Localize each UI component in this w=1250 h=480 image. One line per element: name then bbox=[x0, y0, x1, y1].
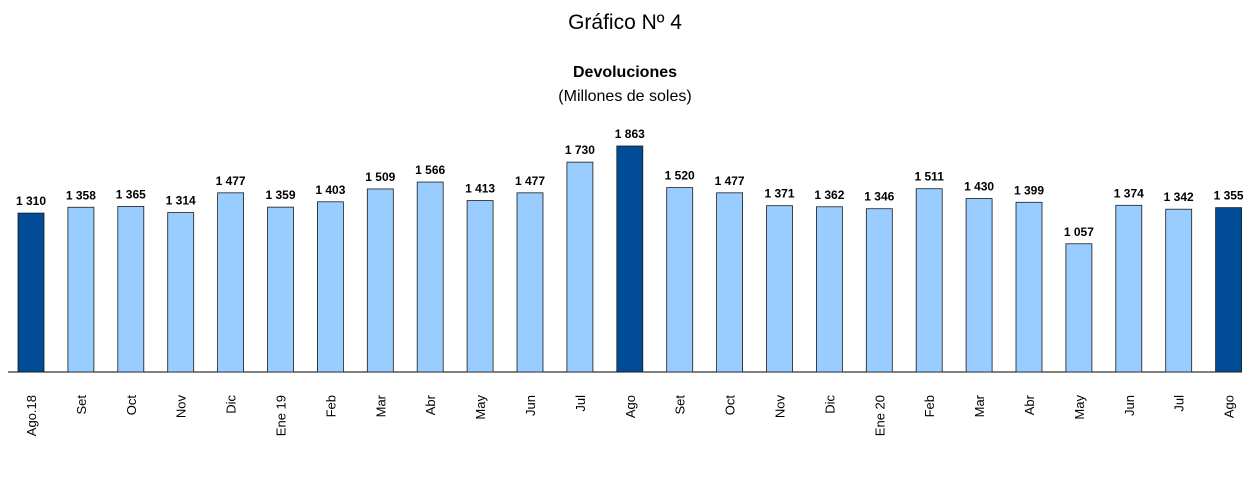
value-label: 1 355 bbox=[1214, 189, 1244, 203]
bar bbox=[566, 161, 594, 373]
bar bbox=[1065, 243, 1093, 373]
value-label: 1 358 bbox=[66, 188, 96, 202]
bar bbox=[267, 206, 294, 373]
x-tick-label: Ago bbox=[1222, 395, 1237, 418]
x-tick-label: Ene 19 bbox=[274, 395, 289, 436]
bar bbox=[816, 206, 843, 373]
value-label: 1 057 bbox=[1064, 225, 1094, 239]
bar bbox=[1115, 204, 1143, 373]
value-label: 1 399 bbox=[1014, 183, 1044, 197]
bar bbox=[516, 192, 544, 373]
bar bbox=[167, 212, 195, 373]
x-tick-label: Abr bbox=[1022, 394, 1037, 415]
bar bbox=[17, 212, 45, 373]
x-tick-label: Dic bbox=[822, 395, 837, 414]
bar bbox=[666, 187, 694, 373]
x-tick-label: Mar bbox=[972, 394, 987, 417]
bar bbox=[217, 192, 245, 373]
bar bbox=[366, 188, 394, 373]
bar bbox=[915, 188, 943, 373]
bar bbox=[865, 208, 893, 373]
value-label: 1 403 bbox=[315, 183, 345, 197]
value-label: 1 310 bbox=[16, 194, 46, 208]
chart-subtitle: Devoluciones bbox=[573, 64, 677, 81]
x-tick-label: Jun bbox=[523, 395, 538, 416]
x-tick-label: Nov bbox=[174, 395, 189, 419]
x-tick-label: Set bbox=[74, 395, 89, 415]
x-tick-label: May bbox=[1072, 395, 1087, 420]
value-label: 1 511 bbox=[915, 170, 945, 184]
value-label: 1 477 bbox=[515, 174, 545, 188]
value-label: 1 342 bbox=[1164, 190, 1194, 204]
chart-title: Gráfico Nº 4 bbox=[568, 11, 682, 34]
bar bbox=[1015, 201, 1043, 373]
value-label: 1 374 bbox=[1114, 186, 1144, 200]
value-label: 1 359 bbox=[265, 188, 295, 202]
x-tick-label: Ago bbox=[623, 395, 638, 418]
unit-label: (Millones de soles) bbox=[558, 88, 691, 105]
value-label: 1 346 bbox=[864, 190, 894, 204]
x-tick-label: Oct bbox=[723, 395, 738, 416]
value-label: 1 730 bbox=[565, 143, 595, 157]
value-label: 1 413 bbox=[465, 182, 495, 196]
bar bbox=[316, 201, 344, 373]
bar bbox=[965, 198, 993, 373]
bar bbox=[716, 192, 743, 373]
bar bbox=[1215, 207, 1242, 373]
value-label: 1 371 bbox=[764, 187, 794, 201]
x-tick-label: May bbox=[473, 395, 488, 420]
bar bbox=[416, 181, 444, 373]
bar bbox=[67, 206, 95, 373]
x-tick-label: Nov bbox=[773, 395, 788, 419]
x-tick-label: Set bbox=[673, 395, 688, 415]
value-label: 1 566 bbox=[415, 163, 445, 177]
x-tick-label: Oct bbox=[124, 395, 139, 416]
value-label: 1 509 bbox=[365, 170, 395, 184]
value-label: 1 520 bbox=[665, 169, 695, 183]
bar bbox=[117, 206, 145, 373]
bar bbox=[1165, 208, 1193, 373]
bar bbox=[616, 145, 644, 373]
value-label: 1 362 bbox=[814, 188, 844, 202]
x-tick-label: Jun bbox=[1122, 395, 1137, 416]
x-tick-label: Dic bbox=[224, 395, 239, 414]
x-tick-label: Abr bbox=[423, 394, 438, 415]
x-tick-label: Jul bbox=[1172, 395, 1187, 412]
bar bbox=[766, 205, 793, 373]
value-label: 1 863 bbox=[615, 127, 645, 141]
value-label: 1 430 bbox=[964, 180, 994, 194]
x-tick-label: Jul bbox=[573, 395, 588, 412]
bar bbox=[466, 200, 494, 373]
x-tick-label: Ene 20 bbox=[872, 395, 887, 436]
x-tick-label: Feb bbox=[922, 395, 937, 417]
x-tick-label: Feb bbox=[323, 395, 338, 417]
value-label: 1 314 bbox=[166, 194, 196, 208]
value-label: 1 365 bbox=[116, 187, 146, 201]
value-label: 1 477 bbox=[216, 174, 246, 188]
x-tick-label: Mar bbox=[373, 394, 388, 417]
x-tick-label: Ago.18 bbox=[24, 395, 39, 436]
value-label: 1 477 bbox=[715, 174, 745, 188]
